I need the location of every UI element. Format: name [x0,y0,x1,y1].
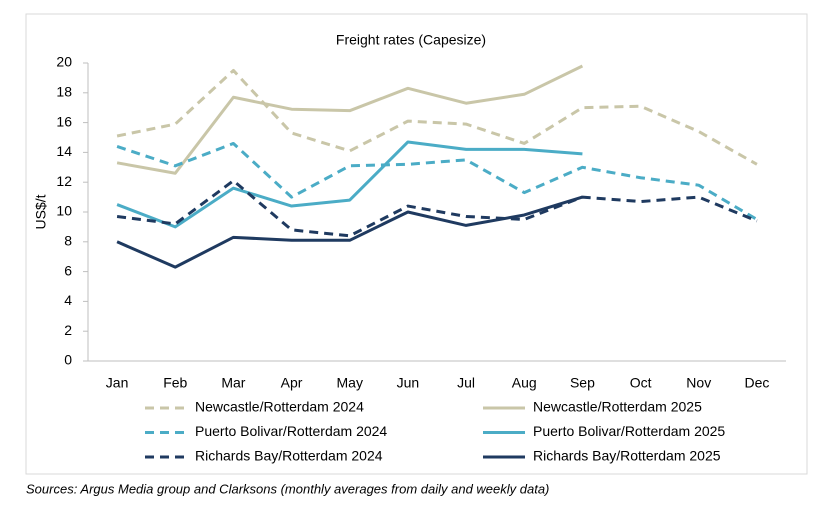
legend-label: Puerto Bolivar/Rotterdam 2024 [195,423,387,439]
legend-label: Richards Bay/Rotterdam 2025 [533,448,721,464]
y-tick-label: 2 [64,322,72,338]
y-axis-label: US$/t [33,194,49,229]
x-tick-label: Jan [106,375,129,391]
y-tick-label: 12 [56,173,72,189]
legend-label: Puerto Bolivar/Rotterdam 2025 [533,423,725,439]
x-tick-label: Jun [397,375,420,391]
y-tick-label: 18 [56,84,72,100]
legend-label: Newcastle/Rotterdam 2024 [195,399,364,415]
y-tick-label: 4 [64,292,72,308]
legend-label: Richards Bay/Rotterdam 2024 [195,448,383,464]
source-note: Sources: Argus Media group and Clarksons… [26,481,549,496]
y-tick-label: 20 [56,54,72,70]
y-tick-label: 0 [64,352,72,368]
legend-label: Newcastle/Rotterdam 2025 [533,399,702,415]
series-line [116,179,758,238]
x-tick-label: Oct [630,375,652,391]
x-tick-label: Feb [163,375,187,391]
y-tick-label: 8 [64,233,72,249]
x-tick-label: Dec [744,375,769,391]
y-tick-label: 14 [56,143,72,159]
series-line [116,195,583,269]
x-tick-label: May [337,375,363,391]
series-line [116,141,758,221]
series-line [116,140,583,229]
y-tick-label: 6 [64,262,72,278]
series-line [116,64,584,175]
y-tick-label: 16 [56,113,72,129]
x-tick-label: Sep [570,375,595,391]
x-tick-label: Nov [686,375,711,391]
y-tick-label: 10 [56,203,72,219]
x-tick-label: Jul [457,375,475,391]
x-tick-label: Aug [512,375,537,391]
x-tick-label: Mar [221,375,245,391]
series-line [116,68,758,166]
x-tick-label: Apr [281,375,303,391]
chart-title: Freight rates (Capesize) [336,32,486,48]
